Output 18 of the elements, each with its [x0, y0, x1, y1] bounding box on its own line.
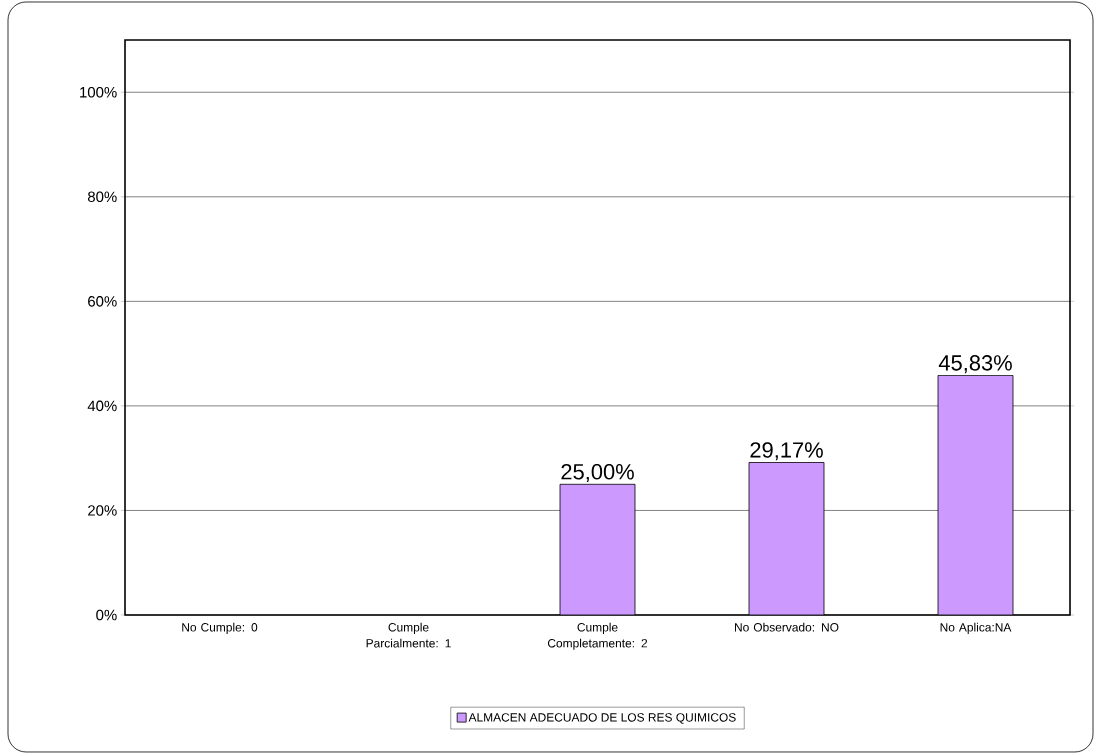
- x-tick-label: No Observado: NO: [735, 622, 839, 632]
- bar: [748, 462, 825, 615]
- legend-label: ALMACEN ADECUADO DE LOS RES QUIMICOS: [468, 713, 736, 724]
- data-label: 45,83%: [938, 355, 1012, 374]
- y-tick-label: 100%: [80, 86, 117, 98]
- data-label: 29,17%: [750, 442, 823, 461]
- y-tick-label: 80%: [87, 191, 117, 203]
- x-tick-label: No Cumple: 0: [182, 622, 258, 634]
- y-tick-label: 20%: [88, 505, 117, 516]
- x-tick-label: Cumple Completamente: 2: [547, 622, 648, 650]
- y-tick-label: 40%: [87, 400, 117, 412]
- x-tick-label: No Aplica:NA: [940, 622, 1012, 634]
- bar: [937, 375, 1014, 615]
- data-label: 25,00%: [561, 463, 634, 483]
- x-tick-label: Cumple Parcialmente: 1: [366, 622, 451, 648]
- y-tick-label: 0%: [96, 609, 117, 621]
- y-tick-label: 60%: [88, 296, 117, 307]
- bar: [559, 483, 636, 615]
